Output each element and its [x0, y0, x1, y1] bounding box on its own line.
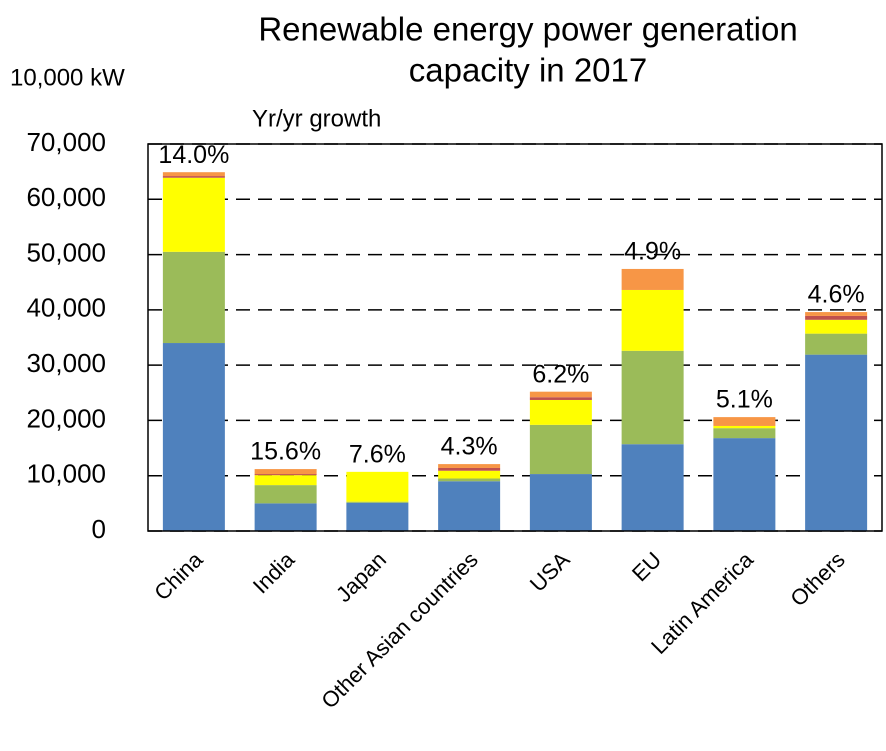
x-tick-label: EU — [627, 547, 666, 586]
bar-segment — [805, 333, 868, 355]
bar-segment — [162, 172, 225, 177]
x-tick-label: USA — [525, 547, 575, 597]
x-tick-label: Others — [785, 547, 849, 611]
chart-title: Renewable energy power generation — [258, 11, 797, 48]
y-tick-label: 10,000 — [26, 459, 106, 489]
growth-label: 5.1% — [716, 386, 773, 414]
bar-segment — [438, 481, 501, 531]
bar-segment — [713, 425, 776, 429]
bar-segment — [438, 470, 501, 479]
bar-segment — [805, 312, 868, 316]
growth-label: 4.3% — [441, 433, 498, 461]
x-tick-label: Other Asian countries — [316, 547, 482, 713]
plot-frame — [147, 143, 883, 532]
bar-segment — [346, 471, 409, 502]
growth-label: 14.0% — [158, 141, 229, 169]
bar-segment — [621, 268, 684, 290]
bar-segment — [713, 417, 776, 426]
bar-segment — [713, 438, 776, 531]
y-tick-label: 0 — [92, 514, 106, 544]
bar-segment — [162, 343, 225, 531]
y-tick-label: 60,000 — [26, 182, 106, 212]
bar-segment — [529, 424, 592, 475]
y-tick-label: 50,000 — [26, 237, 106, 267]
bar-segment — [254, 503, 317, 531]
growth-label: 15.6% — [250, 438, 321, 466]
x-tick-label: India — [248, 546, 300, 598]
bar-segment — [805, 319, 868, 334]
x-tick-label: China — [149, 546, 208, 605]
bar-segment — [438, 467, 501, 471]
unit-label: 10,000 kW — [10, 64, 125, 91]
bar-segment — [438, 478, 501, 482]
y-tick-label: 70,000 — [26, 127, 106, 157]
bar-segment — [438, 464, 501, 468]
bar-segment — [713, 428, 776, 439]
bar-segment — [254, 475, 317, 486]
bar-segment — [529, 391, 592, 398]
bar-segment — [621, 350, 684, 445]
bar-segment — [529, 397, 592, 400]
bar-segment — [162, 251, 225, 344]
bar-segment — [162, 177, 225, 252]
bar-segment — [529, 399, 592, 425]
bar-segment — [254, 485, 317, 504]
bar-segment — [805, 315, 868, 320]
y-tick-label: 30,000 — [26, 348, 106, 378]
growth-label: 4.6% — [808, 281, 865, 309]
annotation-title: Yr/yr growth — [252, 105, 381, 132]
bar-segment — [805, 354, 868, 531]
chart-title: capacity in 2017 — [409, 52, 648, 89]
growth-label: 6.2% — [532, 360, 589, 388]
growth-label: 4.9% — [624, 238, 681, 266]
bar-segment — [621, 444, 684, 531]
y-tick-label: 20,000 — [26, 403, 106, 433]
bar-segment — [346, 502, 409, 531]
bar-segment — [162, 176, 225, 178]
bar-segment — [346, 501, 409, 503]
bar-segment — [254, 474, 317, 476]
bar-segment — [254, 469, 317, 475]
y-tick-label: 40,000 — [26, 293, 106, 323]
growth-label: 7.6% — [349, 440, 406, 468]
bar-segment — [529, 474, 592, 531]
bar-segment — [621, 289, 684, 351]
x-tick-label: Japan — [331, 547, 391, 607]
